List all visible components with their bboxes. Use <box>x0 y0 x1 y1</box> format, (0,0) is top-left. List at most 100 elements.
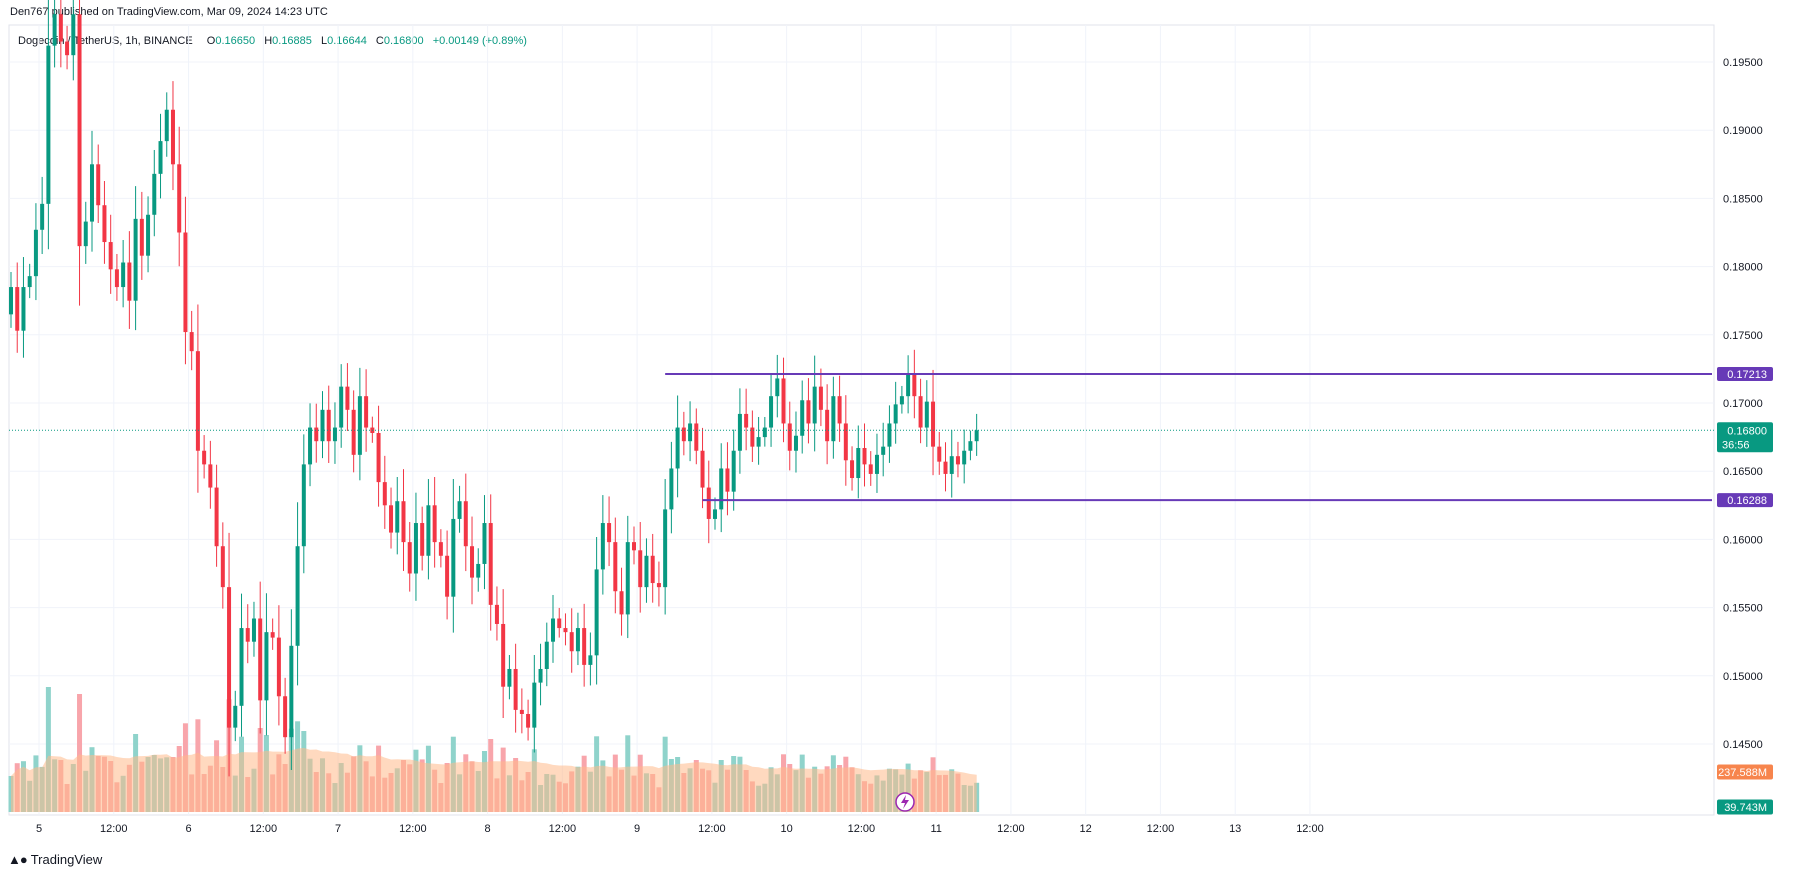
candle <box>681 411 686 456</box>
candle <box>21 257 26 358</box>
high-value: 0.16885 <box>272 35 312 47</box>
candle <box>476 548 481 592</box>
last-price-badge: 0.16800 36:56 <box>1717 422 1773 453</box>
candle <box>314 403 319 463</box>
candle-body <box>737 413 742 451</box>
candle-body <box>843 423 848 461</box>
x-axis-tick-label: 12:00 <box>399 823 427 835</box>
candle <box>432 476 437 568</box>
candle-body <box>793 435 798 451</box>
horizontal-levels[interactable] <box>9 372 1714 502</box>
candle-body <box>893 404 898 424</box>
candle-body <box>526 713 531 728</box>
candle <box>376 405 381 507</box>
candle <box>962 429 967 484</box>
candle <box>395 476 400 555</box>
x-axis-tick-label: 5 <box>36 823 42 835</box>
candle-body <box>756 437 761 447</box>
candle-body <box>694 423 699 451</box>
candle <box>513 643 518 733</box>
candle-body <box>675 427 680 469</box>
candle-body <box>943 461 948 474</box>
candle <box>519 688 524 734</box>
candle-body <box>357 396 362 455</box>
candle <box>725 442 730 516</box>
candle <box>588 632 593 686</box>
candle <box>881 422 886 477</box>
candle-body <box>731 450 736 492</box>
candle-body <box>806 400 811 424</box>
y-axis-tick-label: 0.17000 <box>1723 398 1763 410</box>
candle <box>906 355 911 414</box>
lightning-icon[interactable] <box>895 792 915 812</box>
candle-body <box>769 396 774 428</box>
candle-body <box>625 542 630 615</box>
candle <box>65 25 70 70</box>
volume-badge-bg <box>1717 799 1773 815</box>
candle-body <box>276 637 281 697</box>
candle <box>189 310 194 371</box>
candle-body <box>15 287 20 331</box>
candle-body <box>264 632 269 701</box>
candle-body <box>507 668 512 687</box>
candle-body <box>65 41 70 56</box>
candle-body <box>364 396 369 428</box>
level-price-badge-bg <box>1717 366 1773 381</box>
tradingview-logo-icon: ▲● <box>8 852 28 867</box>
candle <box>625 515 630 639</box>
candle <box>301 434 306 574</box>
candle <box>949 429 954 498</box>
candle-body <box>575 628 580 652</box>
candle <box>139 191 144 280</box>
candle-body <box>389 505 394 533</box>
candle <box>731 429 736 511</box>
candle <box>800 380 805 454</box>
candle-body <box>557 618 562 629</box>
candle <box>526 699 531 741</box>
y-axis-tick-label: 0.19000 <box>1723 125 1763 137</box>
candle <box>332 402 337 464</box>
candle <box>507 654 512 700</box>
candle <box>488 494 493 631</box>
candle-body <box>339 386 344 428</box>
candle <box>943 442 948 492</box>
candle <box>438 529 443 568</box>
candle-body <box>202 450 207 465</box>
candle-body <box>432 505 437 543</box>
candle-body <box>688 423 693 442</box>
candle <box>208 440 213 509</box>
candle <box>706 460 711 544</box>
y-axis-tick-label: 0.15000 <box>1723 671 1763 683</box>
candle-body <box>308 427 313 465</box>
candle-body <box>899 396 904 405</box>
candle <box>283 677 288 754</box>
candle-body <box>114 269 119 288</box>
candle-body <box>669 468 674 510</box>
volume-ma-fill <box>11 747 977 812</box>
x-axis-tick-label: 9 <box>634 823 640 835</box>
candle <box>239 593 244 737</box>
candles <box>9 0 979 777</box>
candle-body <box>270 632 275 638</box>
candle <box>202 435 207 479</box>
candle <box>532 654 537 753</box>
candle-body <box>102 205 107 243</box>
open-value: 0.16650 <box>215 35 256 47</box>
candle <box>868 451 873 486</box>
candle-body <box>195 351 200 451</box>
candle-body <box>152 173 157 215</box>
y-axis-tick-label: 0.17500 <box>1723 330 1763 342</box>
tradingview-logo[interactable]: ▲● TradingView <box>8 852 102 867</box>
candle-body <box>937 446 942 462</box>
candle <box>551 594 556 663</box>
candle-body <box>551 618 556 642</box>
candle-body <box>457 501 462 519</box>
candle-body <box>613 542 618 592</box>
level-price-badge-text: 0.17213 <box>1727 369 1767 381</box>
candle-body <box>725 468 730 492</box>
candle-body <box>470 546 475 578</box>
candle <box>557 607 562 638</box>
candle <box>538 643 543 706</box>
candle <box>170 81 175 191</box>
